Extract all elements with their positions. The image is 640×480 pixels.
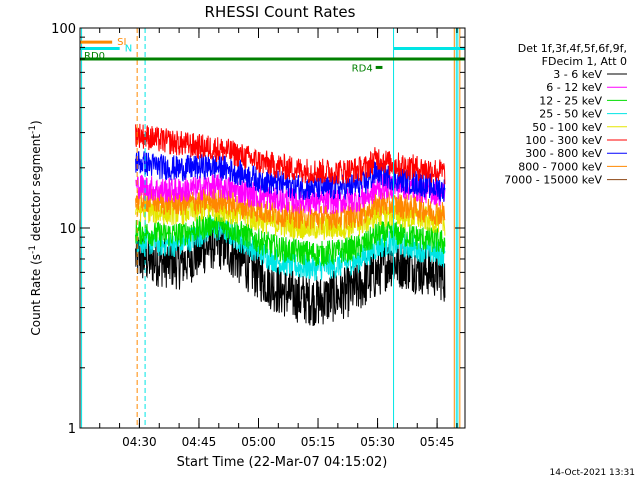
y-axis-label-mid: detector segment — [29, 134, 43, 245]
x-tick-label-3: 05:15 — [301, 435, 336, 449]
flag-label-0: SI — [117, 37, 126, 48]
x-axis-label: Start Time (22-Mar-07 04:15:02) — [177, 455, 388, 470]
y-axis-label-main: Count Rate (s — [29, 254, 43, 336]
x-tick-label-0: 04:30 — [122, 435, 157, 449]
series-traces — [135, 123, 446, 327]
x-axis-ticks: 04:30 04:45 05:00 05:15 05:30 05:45 — [99, 28, 458, 449]
legend-label-7: 800 - 7000 keV — [518, 160, 602, 173]
x-tick-label-4: 05:30 — [360, 435, 395, 449]
legend-label-0: 3 - 6 keV — [553, 68, 602, 81]
legend: Det 1f,3f,4f,5f,6f,9f, FDecim 1, Att 0 3… — [504, 42, 627, 187]
flag-bars: SIN RD0 RD4 — [80, 37, 465, 74]
legend-header-2: FDecim 1, Att 0 — [542, 55, 627, 68]
legend-label-8: 7000 - 15000 keV — [504, 174, 602, 187]
legend-label-2: 12 - 25 keV — [539, 94, 602, 107]
legend-label-6: 300 - 800 keV — [525, 147, 602, 160]
y-tick-label-2: 100 — [51, 22, 76, 37]
y-tick-label-1: 10 — [59, 222, 76, 237]
legend-label-4: 50 - 100 keV — [532, 121, 602, 134]
y-axis-label-end: ) — [29, 120, 43, 125]
legend-label-3: 25 - 50 keV — [539, 108, 602, 121]
legend-label-1: 6 - 12 keV — [546, 81, 602, 94]
x-tick-label-2: 05:00 — [241, 435, 276, 449]
chart-title: RHESSI Count Rates — [205, 3, 356, 21]
x-tick-label-5: 05:45 — [420, 435, 455, 449]
flag-label-4: RD4 — [352, 63, 373, 74]
x-tick-label-1: 04:45 — [182, 435, 217, 449]
timestamp: 14-Oct-2021 13:31 — [550, 468, 635, 478]
legend-header-1: Det 1f,3f,4f,5f,6f,9f, — [518, 42, 627, 55]
y-tick-label-0: 1 — [68, 422, 76, 437]
flag-label-3: RD0 — [84, 51, 105, 62]
flag-label-1: N — [125, 43, 132, 54]
y-axis-label-sup2: -1 — [28, 125, 38, 134]
legend-label-5: 100 - 300 keV — [525, 134, 602, 147]
y-axis-label: Count Rate (s-1 detector segment-1) — [28, 120, 43, 335]
y-axis-ticks: 1 10 100 — [51, 22, 465, 437]
y-axis-label-sup1: -1 — [28, 245, 38, 254]
